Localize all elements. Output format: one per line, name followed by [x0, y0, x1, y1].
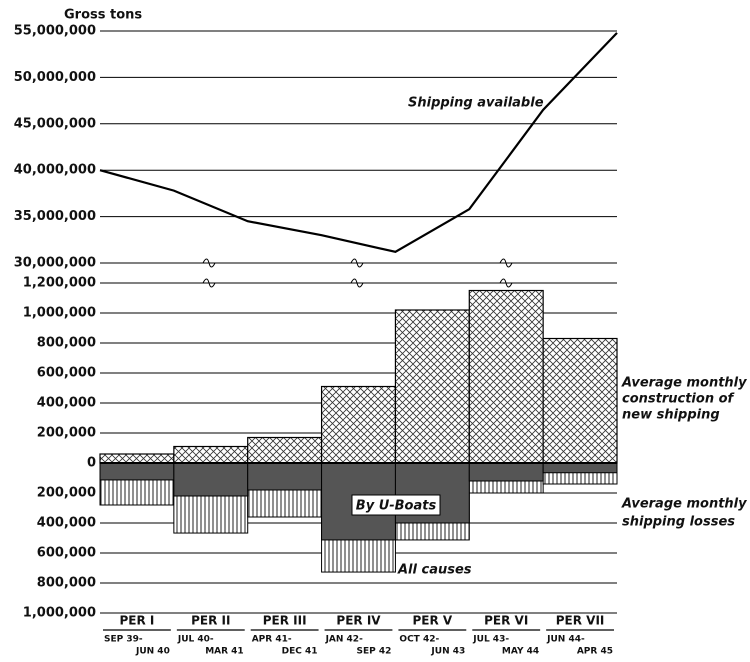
- series-label: By U-Boats: [356, 499, 437, 514]
- series-label: Shipping available: [408, 96, 544, 111]
- period-date: APR 45: [577, 647, 613, 657]
- x-tick-label: PER III: [263, 614, 307, 628]
- y-tick-label: 400,000: [37, 396, 96, 411]
- period-date: OCT 42-: [399, 635, 439, 645]
- annotation: shipping losses: [622, 515, 735, 530]
- x-tick-label: PER VII: [556, 614, 605, 628]
- series-label: All causes: [397, 563, 472, 578]
- period-date: DEC 41: [282, 647, 318, 657]
- y-tick-label: 800,000: [37, 336, 96, 351]
- y-tick-label: 200,000: [37, 426, 96, 441]
- period-date: JUN 44-: [546, 635, 585, 645]
- y-tick-label: 600,000: [37, 366, 96, 381]
- period-date: JUL 43-: [472, 635, 509, 645]
- period-date: JUN 43: [430, 647, 465, 657]
- x-tick-label: PER V: [413, 614, 453, 628]
- construction-bar: [173, 445, 249, 464]
- y-tick-label: 800,000: [37, 576, 96, 591]
- period-date: JUN 40: [135, 647, 170, 657]
- period-date: SEP 39-: [104, 635, 143, 645]
- y-tick-label: 1,000,000: [23, 306, 96, 321]
- construction-bar: [394, 309, 470, 464]
- y-axis-label: Gross tons: [64, 8, 142, 23]
- y-tick-label: 1,000,000: [23, 606, 96, 621]
- construction-bar: [468, 289, 544, 464]
- construction-bar: [247, 436, 323, 464]
- period-date: APR 41-: [252, 635, 292, 645]
- x-tick-label: PER I: [119, 614, 154, 628]
- y-tick-label: 0: [87, 456, 96, 471]
- y-tick-label: 600,000: [37, 546, 96, 561]
- loss-bar: [468, 462, 544, 482]
- period-date: MAY 44: [502, 647, 539, 657]
- construction-bar: [99, 453, 175, 464]
- y-tick-label: 400,000: [37, 516, 96, 531]
- y-tick-label: 30,000,000: [14, 256, 96, 271]
- y-tick-label: 35,000,000: [14, 209, 96, 224]
- construction-bar: [542, 337, 618, 464]
- y-tick-label: 40,000,000: [14, 163, 96, 178]
- annotation: new shipping: [622, 408, 720, 423]
- loss-bar: [542, 462, 618, 474]
- annotation: Average monthly: [621, 497, 747, 512]
- y-tick-label: 45,000,000: [14, 116, 96, 131]
- loss-bar: [247, 462, 323, 491]
- y-tick-label: 50,000,000: [14, 70, 96, 85]
- loss-bar: [99, 462, 175, 481]
- label-box: [351, 494, 441, 516]
- annotation: construction of: [622, 392, 736, 407]
- period-date: JUL 40-: [177, 635, 214, 645]
- y-tick-label: 55,000,000: [14, 24, 96, 39]
- y-tick-label: 200,000: [37, 486, 96, 501]
- x-tick-label: PER II: [191, 614, 230, 628]
- annotation: Average monthly: [621, 376, 747, 391]
- loss-bar: [173, 462, 249, 497]
- x-tick-label: PER IV: [336, 614, 381, 628]
- construction-bar: [320, 385, 397, 464]
- period-date: MAR 41: [205, 647, 244, 657]
- period-date: JAN 42-: [325, 635, 364, 645]
- x-tick-label: PER VI: [484, 614, 528, 628]
- line: [99, 32, 618, 254]
- y-tick-label: 1,200,000: [23, 276, 96, 291]
- period-date: SEP 42: [357, 647, 392, 657]
